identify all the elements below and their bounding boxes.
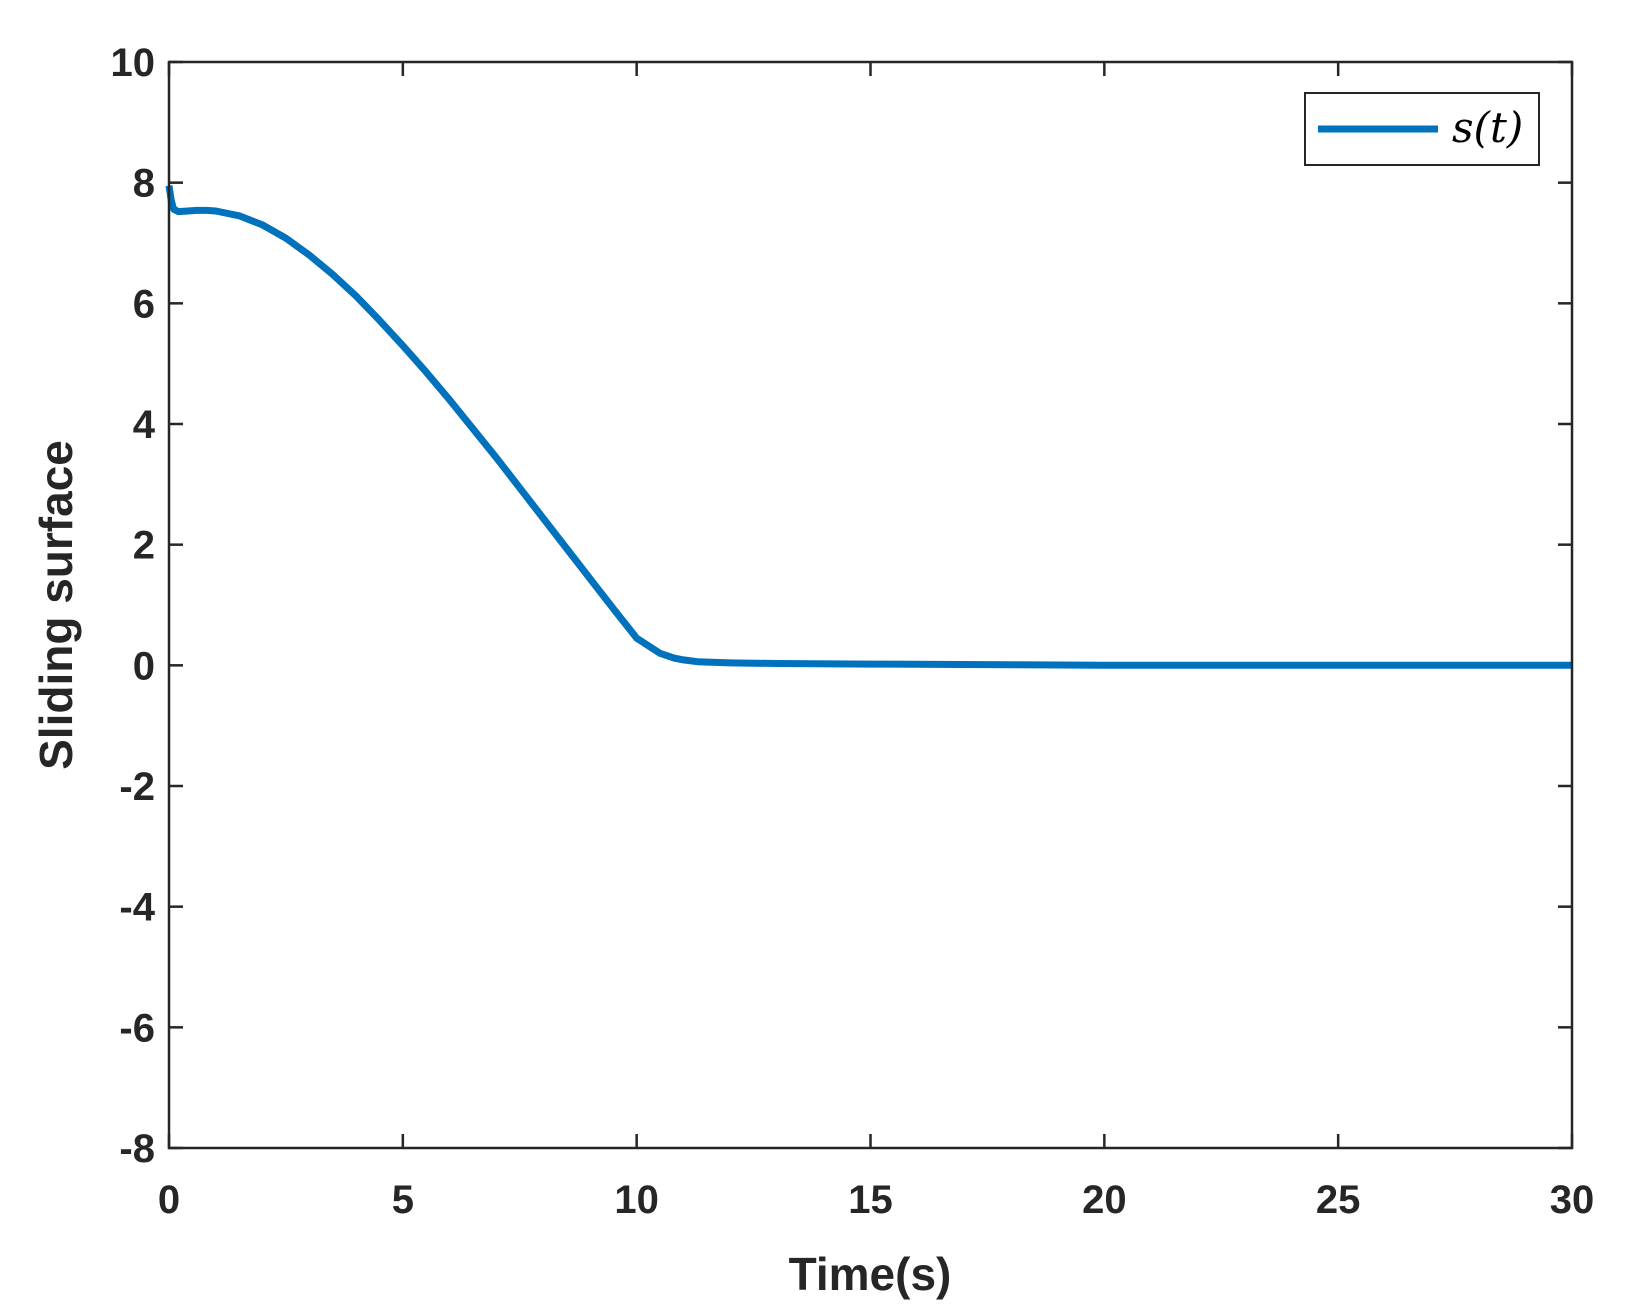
tick-labels: 0 5 10 15 20 25 30 -8 -6 -4 -2 0 2 4 6 8 10 — [111, 41, 1595, 1222]
y-tick-label: -8 — [119, 1127, 155, 1171]
y-axis-title: Sliding surface — [30, 440, 82, 770]
y-tick-label: -2 — [119, 765, 155, 809]
legend: s(t) — [1304, 92, 1540, 166]
series-layer — [165, 185, 1572, 669]
x-tick-label: 30 — [1550, 1178, 1595, 1222]
y-tick-label: 8 — [133, 162, 155, 206]
legend-label: s(t) — [1452, 103, 1523, 152]
series-line-0 — [165, 185, 1572, 669]
x-tick-label: 0 — [158, 1178, 180, 1222]
x-tick-label: 15 — [848, 1178, 893, 1222]
x-tick-label: 20 — [1082, 1178, 1127, 1222]
plot-area — [169, 62, 1572, 1148]
x-axis-title: Time(s) — [789, 1248, 952, 1300]
x-tick-label: 25 — [1316, 1178, 1361, 1222]
y-tick-label: -4 — [119, 886, 155, 930]
y-tick-label: 6 — [133, 282, 155, 326]
axes-box — [167, 60, 1574, 1150]
y-tick-label: 4 — [133, 403, 156, 447]
y-tick-label: -6 — [119, 1006, 155, 1050]
x-tick-label: 5 — [392, 1178, 414, 1222]
x-tick-label: 10 — [614, 1178, 659, 1222]
y-tick-label: 10 — [111, 41, 156, 85]
y-tick-label: 0 — [133, 644, 155, 688]
y-tick-label: 2 — [133, 524, 155, 568]
